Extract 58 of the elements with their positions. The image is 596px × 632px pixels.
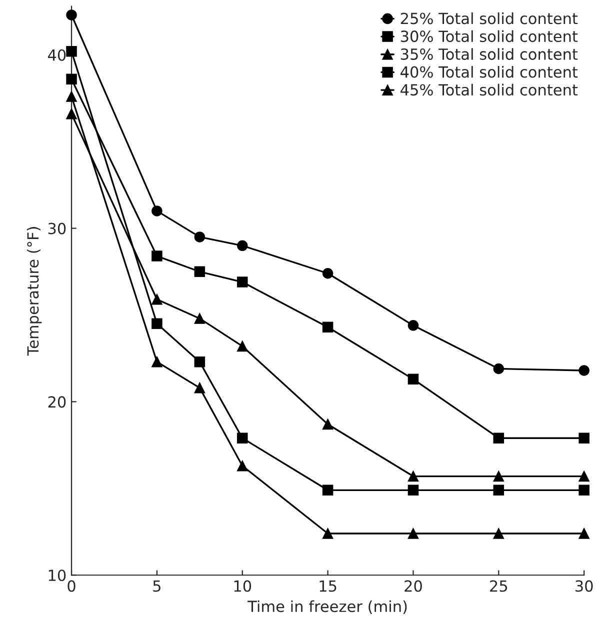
legend-label: 35% Total solid content xyxy=(400,48,578,60)
point xyxy=(493,484,504,496)
point xyxy=(493,528,504,539)
point xyxy=(578,470,590,482)
point xyxy=(66,74,77,85)
x-axis-title: Time in freezer (min) xyxy=(248,600,407,614)
legend-label: 45% Total solid content xyxy=(400,84,578,96)
point xyxy=(152,250,162,262)
point xyxy=(322,528,334,539)
point xyxy=(322,484,334,496)
point xyxy=(408,528,419,539)
point xyxy=(152,318,162,330)
y-tick-label: 40 xyxy=(48,49,66,61)
x-tick-label: 20 xyxy=(404,580,422,592)
point xyxy=(236,340,248,352)
legend-label: 25% Total solid content xyxy=(400,12,578,24)
point xyxy=(493,432,504,444)
point xyxy=(236,460,248,472)
point xyxy=(578,528,590,539)
point xyxy=(493,470,504,482)
point xyxy=(194,382,206,394)
legend-label: 40% Total solid content xyxy=(400,66,578,78)
x-tick-label: 0 xyxy=(68,580,76,592)
point xyxy=(322,418,334,430)
x-tick-label: 30 xyxy=(576,580,593,592)
point xyxy=(408,484,419,496)
y-tick-label: 30 xyxy=(48,222,66,234)
point xyxy=(578,365,590,376)
point xyxy=(408,470,419,482)
point xyxy=(236,240,248,252)
point xyxy=(236,276,248,288)
point xyxy=(493,363,504,374)
point xyxy=(66,10,77,20)
y-axis-title: Temperature (°F) xyxy=(26,227,42,356)
point xyxy=(66,108,77,120)
point xyxy=(194,266,206,278)
x-tick-label: 10 xyxy=(234,580,252,592)
point xyxy=(194,356,206,368)
point xyxy=(322,322,334,333)
point xyxy=(152,206,162,216)
point xyxy=(194,313,206,324)
x-tick-label: 25 xyxy=(490,580,508,592)
legend-label: 30% Total solid content xyxy=(400,30,578,42)
point xyxy=(322,268,334,279)
point xyxy=(194,232,206,242)
point xyxy=(236,432,248,444)
point xyxy=(152,356,162,368)
point xyxy=(408,374,419,385)
x-tick-label: 5 xyxy=(153,580,160,592)
point xyxy=(408,320,419,331)
y-tick-label: 10 xyxy=(48,570,66,582)
point xyxy=(578,484,590,496)
point xyxy=(66,46,77,57)
point xyxy=(66,91,77,102)
point xyxy=(578,432,590,444)
y-tick-label: 20 xyxy=(48,396,66,408)
x-tick-label: 15 xyxy=(320,580,336,592)
point xyxy=(152,294,162,305)
